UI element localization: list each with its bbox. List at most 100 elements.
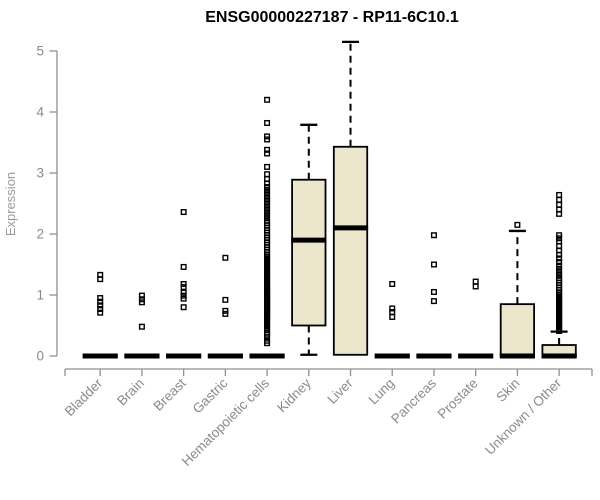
outlier-point (222, 296, 229, 303)
box-group-bladder (82, 271, 118, 359)
outlier-point (264, 171, 271, 178)
outlier-point (430, 288, 437, 295)
outlier-point (180, 209, 187, 216)
outlier-point (264, 119, 271, 126)
outlier-point (222, 310, 229, 317)
outlier-point (556, 235, 563, 242)
outlier-point (556, 243, 563, 250)
x-tick-label-pancreas: Pancreas (388, 375, 439, 426)
outlier-point (97, 295, 104, 302)
box-group-liver (332, 40, 369, 356)
outlier-point (264, 211, 271, 218)
outlier-point (97, 306, 104, 313)
outlier-point (138, 292, 145, 299)
outlier-point (180, 292, 187, 299)
y-tick-label: 3 (36, 166, 44, 181)
outlier-point (180, 295, 187, 302)
outlier-point (389, 313, 396, 320)
box-group-breast (166, 209, 202, 359)
outlier-point (138, 299, 145, 306)
outlier-point (556, 206, 563, 213)
outlier-point (138, 323, 145, 330)
x-tick-label-kidney: Kidney (274, 375, 314, 415)
outlier-point (264, 184, 271, 191)
outlier-point (430, 261, 437, 268)
box-series (82, 40, 577, 359)
outlier-point (556, 268, 563, 275)
box-group-gastric (207, 254, 243, 359)
outlier-point (97, 298, 104, 305)
x-tick-label-liver: Liver (324, 375, 356, 407)
x-tick-label-bladder: Bladder (62, 375, 106, 419)
box-group-pancreas (416, 232, 452, 359)
y-tick-label: 0 (36, 349, 44, 364)
outlier-point (180, 289, 187, 296)
x-tick-label-skin: Skin (493, 376, 522, 405)
outlier-point (264, 187, 271, 194)
box-body (499, 303, 536, 357)
box-group-kidney (291, 123, 327, 356)
outlier-point (556, 259, 563, 266)
box-group-brain (124, 292, 160, 359)
y-axis: 0 1 2 3 4 5 (36, 44, 58, 364)
outlier-point (264, 214, 271, 221)
x-tick-label-lung: Lung (366, 376, 398, 408)
outlier-point (556, 262, 563, 269)
outlier-point (264, 202, 271, 209)
outlier-point (264, 96, 271, 103)
outlier-point (138, 296, 145, 303)
box-body (291, 178, 327, 327)
outlier-point (430, 298, 437, 305)
x-tick-label-gastric: Gastric (190, 375, 231, 416)
outlier-point (264, 176, 271, 183)
y-tick-label: 5 (36, 44, 44, 59)
y-tick-label: 4 (36, 105, 44, 120)
y-tick-label: 2 (36, 227, 44, 242)
outlier-point (472, 283, 479, 290)
box-group-unknown-other (541, 191, 577, 359)
outlier-point (264, 133, 271, 140)
outlier-point (264, 146, 271, 153)
outlier-point (264, 196, 271, 203)
y-tick-label: 1 (36, 288, 44, 303)
outlier-point (430, 232, 437, 239)
outlier-point (389, 281, 396, 288)
x-tick-label-unknown-other: Unknown / Other (482, 375, 565, 458)
outlier-point (222, 254, 229, 261)
box-group-hematopoietic-cells (249, 96, 285, 359)
outlier-point (264, 136, 271, 143)
outlier-point (514, 221, 521, 228)
outlier-point (264, 337, 271, 344)
outlier-point (222, 307, 229, 314)
outlier-point (97, 271, 104, 278)
outlier-point (389, 305, 396, 312)
box-group-prostate (458, 278, 494, 359)
outlier-point (97, 302, 104, 309)
box-group-lung (374, 281, 410, 359)
outlier-point (472, 278, 479, 285)
outlier-point (556, 191, 563, 198)
outlier-point (180, 263, 187, 270)
outlier-point (556, 271, 563, 278)
outlier-point (556, 196, 563, 203)
outlier-point (264, 163, 271, 170)
outlier-point (556, 232, 563, 239)
outlier-point (264, 205, 271, 212)
outlier-point (264, 190, 271, 197)
x-tick-label-prostate: Prostate (435, 376, 481, 422)
outlier-point (264, 150, 271, 157)
x-tick-label-brain: Brain (114, 376, 147, 409)
outlier-point (556, 238, 563, 245)
outlier-point (556, 255, 563, 262)
outlier-point (389, 309, 396, 316)
outlier-point (180, 281, 187, 288)
outlier-point (264, 217, 271, 224)
outlier-point (97, 309, 104, 316)
outlier-point (556, 265, 563, 272)
outlier-point (556, 274, 563, 281)
box-body (332, 145, 369, 356)
y-axis-label: Expression (3, 172, 18, 236)
outlier-point (264, 199, 271, 206)
